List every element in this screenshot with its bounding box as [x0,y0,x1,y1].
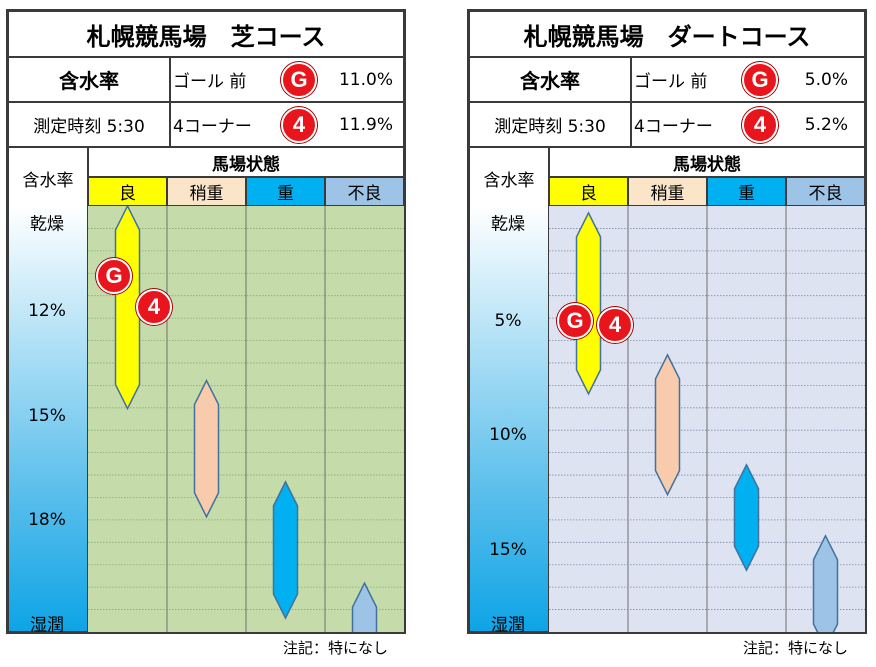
turf-category-header: 稍重 [167,177,246,206]
turf-position-marker: 4 [136,289,172,326]
turf-goal-marker-icon: G [281,61,317,98]
turf-position-marker: G [96,257,132,294]
dirt-corner-label: 4コーナー [634,117,713,137]
turf-range-bar [351,581,378,632]
dirt-measure-time: 測定時刻 5:30 [469,102,631,147]
dirt-ytick-label: 10% [489,425,527,446]
turf-track-condition-header: 馬場状態 [88,147,404,177]
dirt-ytick-label: 5% [494,310,522,331]
turf-title: 札幌競馬場 芝コース [8,11,404,57]
turf-range-bar [114,206,141,411]
turf-goal-row: ゴール 前 G 11.0% [170,57,404,102]
turf-measure-time: 測定時刻 5:30 [8,102,170,147]
dirt-range-bar [733,463,760,572]
dirt-axis-column: 含水率 [469,147,549,632]
dirt-top-label: 乾燥 [491,214,525,235]
turf-range-bar [193,378,220,519]
turf-range-chart [88,206,404,632]
turf-note: 注記：特になし [283,639,389,657]
dirt-category-header: 不良 [786,177,865,206]
dirt-axis-label: 含水率 [483,171,535,191]
turf-panel: 札幌競馬場 芝コース 含水率 測定時刻 5:30 ゴール 前 G 11.0% 4… [6,9,406,634]
dirt-goal-row: ゴール 前 G 5.0% [631,57,865,102]
turf-ytick-label: 18% [28,510,66,531]
turf-category-header: 良 [88,177,167,206]
turf-corner-marker-icon: 4 [281,106,317,143]
dirt-track-condition-header: 馬場状態 [549,147,865,177]
dirt-panel: 札幌競馬場 ダートコース 含水率 測定時刻 5:30 ゴール 前 G 5.0% … [467,9,867,634]
dirt-corner-value: 5.2% [804,114,848,135]
dirt-goal-value: 5.0% [804,69,848,90]
turf-category-header: 不良 [325,177,404,206]
turf-bottom-label: 湿潤 [30,615,64,634]
dirt-position-marker: 4 [597,307,633,344]
dirt-moisture-label: 含水率 [469,57,631,102]
turf-range-bar [272,480,299,620]
turf-category-header: 重 [246,177,325,206]
dirt-position-marker: G [557,302,593,339]
dirt-corner-row: 4コーナー 4 5.2% [631,102,865,147]
dirt-ytick-label: 15% [489,539,527,560]
turf-ytick-label: 15% [28,405,66,426]
dirt-title: 札幌競馬場 ダートコース [469,11,865,57]
dirt-category-header: 重 [707,177,786,206]
turf-top-label: 乾燥 [30,214,64,235]
dirt-range-bar [812,534,839,632]
dirt-note: 注記：特になし [743,639,849,657]
dirt-goal-marker-icon: G [742,61,778,98]
turf-axis-column: 含水率 [8,147,88,632]
dirt-category-header: 稍重 [628,177,707,206]
dirt-range-bar [575,211,602,396]
dirt-bottom-label: 湿潤 [491,615,525,634]
turf-corner-row: 4コーナー 4 11.9% [170,102,404,147]
turf-moisture-label: 含水率 [8,57,170,102]
dirt-range-chart [549,206,865,632]
dirt-goal-label: ゴール 前 [634,72,708,92]
turf-corner-label: 4コーナー [173,117,252,137]
turf-goal-label: ゴール 前 [173,72,247,92]
turf-axis-label: 含水率 [22,171,74,191]
turf-goal-value: 11.0% [338,69,393,90]
dirt-corner-marker-icon: 4 [742,106,778,143]
dirt-category-header: 良 [549,177,628,206]
dirt-range-bar [654,353,681,497]
turf-ytick-label: 12% [28,300,66,321]
turf-corner-value: 11.9% [338,114,393,135]
